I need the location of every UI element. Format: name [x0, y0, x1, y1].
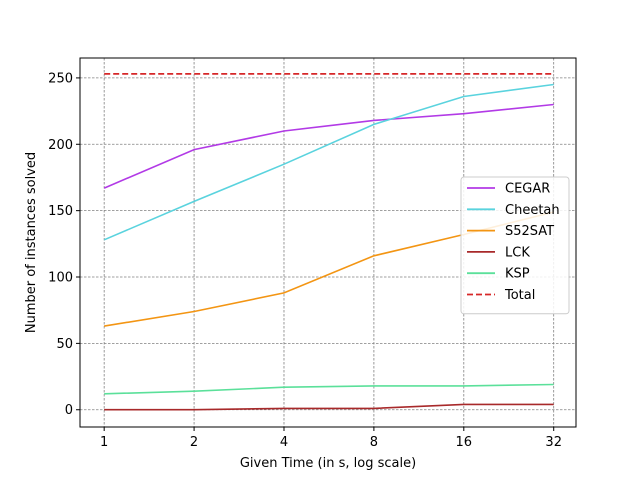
legend-label-cegar: CEGAR: [505, 182, 550, 197]
y-axis-ticks: 0 50 100 150 200 250: [48, 71, 80, 418]
y-tick-label: 250: [48, 71, 73, 86]
legend-box: [460, 176, 570, 315]
legend: CEGAR Cheetah S52SAT LCK KSP Total: [460, 176, 570, 315]
x-tick-label: 4: [280, 435, 288, 450]
legend-label-total: Total: [504, 288, 535, 303]
plot-frame: [79, 57, 577, 428]
y-tick-label: 100: [48, 271, 73, 286]
series-line-ksp: [104, 383, 554, 395]
y-tick-label: 50: [56, 337, 73, 352]
x-tick-label: 16: [456, 435, 473, 450]
y-tick-label: 150: [48, 204, 73, 219]
y-axis-label: Number of instances solved: [24, 152, 39, 333]
series-line-cegar: [103, 103, 554, 189]
x-tick-label: 2: [190, 435, 198, 450]
legend-label-cheetah: Cheetah: [505, 203, 560, 218]
legend-label-ksp: KSP: [505, 267, 530, 282]
x-axis-label: Given Time (in s, log scale): [240, 456, 416, 471]
x-tick-label: 32: [545, 435, 562, 450]
x-tick-label: 1: [100, 435, 108, 450]
y-tick-label: 0: [65, 403, 73, 418]
x-axis-ticks: 1 2 4 8 16 32: [100, 427, 562, 450]
legend-label-lck: LCK: [505, 245, 530, 260]
legend-label-s52sat: S52SAT: [505, 224, 554, 239]
x-tick-label: 8: [370, 435, 378, 450]
y-tick-label: 200: [48, 138, 73, 153]
series-line-cheetah: [103, 83, 554, 241]
series-line-lck: [104, 403, 554, 411]
